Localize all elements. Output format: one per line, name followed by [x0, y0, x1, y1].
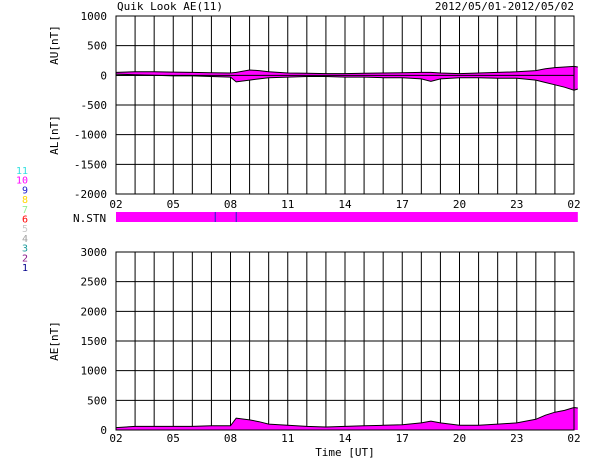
- x-tick-label: 02: [109, 198, 122, 211]
- ae-axis-label: AE[nT]: [48, 321, 61, 361]
- x-tick-label: 08: [224, 432, 237, 445]
- ae-frame: [115, 251, 575, 431]
- x-tick-label: 14: [338, 432, 352, 445]
- ae-grid: [116, 252, 574, 430]
- y-tick-label: 1000: [81, 10, 108, 23]
- date-range: 2012/05/01-2012/05/02: [435, 0, 574, 13]
- y-tick-label: -1000: [74, 129, 107, 142]
- y-tick-label: -1500: [74, 158, 107, 171]
- y-tick-label: 2500: [81, 276, 108, 289]
- station-count-label: 4: [22, 234, 28, 245]
- station-count-label: 5: [22, 224, 28, 235]
- y-tick-label: 500: [87, 40, 107, 53]
- au-al-grid: [116, 16, 574, 194]
- y-tick-label: 0: [100, 424, 107, 437]
- y-tick-label: 500: [87, 394, 107, 407]
- au-line: [115, 65, 578, 75]
- au-al-panel: 1000 500 0 -500 -1000 -1500 -2000 02 05 08 11 14 17…: [48, 10, 581, 211]
- station-count-label: 10: [16, 176, 28, 187]
- station-count-label: 8: [22, 195, 28, 206]
- x-tick-label: 20: [453, 432, 466, 445]
- nstn-bar: [116, 212, 578, 222]
- station-count-label: 1: [22, 263, 28, 274]
- station-count-label: 2: [22, 253, 28, 264]
- ae-y-ticks: 3000 2500 2000 1500 1000 500 0: [81, 246, 108, 437]
- station-count-label: 3: [22, 244, 28, 255]
- ae-x-ticks: 02 05 08 11 14 17 20 23 02: [109, 432, 580, 445]
- x-tick-label: 05: [167, 198, 180, 211]
- x-tick-label: 17: [396, 198, 409, 211]
- au-al-y-ticks: 1000 500 0 -500 -1000 -1500 -2000: [74, 10, 107, 201]
- x-tick-label: 11: [281, 432, 294, 445]
- x-tick-label: 02: [109, 432, 122, 445]
- au-al-x-ticks: 02 05 08 11 14 17 20 23 02: [109, 198, 580, 211]
- y-tick-label: 0: [100, 69, 107, 82]
- ae-panel: 3000 2500 2000 1500 1000 500 0 02 05 08 11 14 17 20 2…: [48, 246, 581, 459]
- y-tick-label: -2000: [74, 188, 107, 201]
- x-tick-label: 02: [567, 198, 580, 211]
- x-tick-label: 17: [396, 432, 409, 445]
- y-tick-label: 1000: [81, 365, 108, 378]
- y-tick-label: 1500: [81, 335, 108, 348]
- station-count-label: 11: [16, 166, 28, 177]
- y-tick-label: -500: [81, 99, 108, 112]
- nstn-label: N.STN: [73, 212, 106, 225]
- x-axis-label: Time [UT]: [315, 446, 375, 459]
- x-tick-label: 05: [167, 432, 180, 445]
- ae-line: [115, 406, 578, 429]
- au-al-frame: [115, 15, 575, 195]
- x-tick-label: 11: [281, 198, 294, 211]
- y-tick-label: 3000: [81, 246, 108, 259]
- au-axis-label: AU[nT]: [48, 25, 61, 65]
- station-count-label: 7: [22, 205, 28, 216]
- ae-area: [116, 407, 578, 430]
- x-tick-label: 20: [453, 198, 466, 211]
- x-tick-label: 23: [510, 432, 523, 445]
- x-tick-label: 02: [567, 432, 580, 445]
- station-count-label: 9: [22, 185, 28, 196]
- y-tick-label: 2000: [81, 305, 108, 318]
- x-tick-label: 14: [338, 198, 352, 211]
- al-line: [115, 73, 578, 91]
- station-count-label: 6: [22, 215, 28, 226]
- al-axis-label: AL[nT]: [48, 115, 61, 155]
- x-tick-label: 23: [510, 198, 523, 211]
- x-tick-label: 08: [224, 198, 237, 211]
- chart-title: Quik Look AE(11): [117, 0, 223, 13]
